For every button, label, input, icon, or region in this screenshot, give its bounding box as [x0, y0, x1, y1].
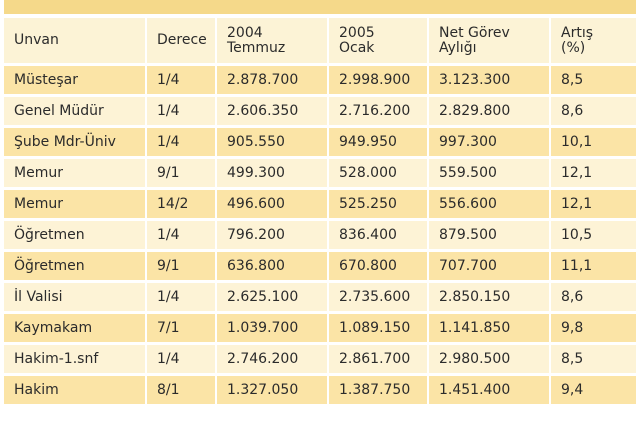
cell-derece: 9/1 [146, 157, 217, 190]
cell-unvan: Öğretmen [4, 219, 147, 252]
cell-artis: 8,6 [550, 281, 636, 314]
cell-unvan: Hakim [4, 374, 147, 407]
header-2005-ocak: 2005 Ocak [328, 18, 429, 66]
cell-2005-ocak: 670.800 [328, 250, 429, 283]
table-row: Kaymakam 7/1 1.039.700 1.089.150 1.141.8… [4, 312, 636, 345]
table-row: Hakim 8/1 1.327.050 1.387.750 1.451.400 … [4, 374, 636, 407]
cell-2005-ocak: 949.950 [328, 126, 429, 159]
cell-2004-temmuz: 1.327.050 [216, 374, 329, 407]
cell-2005-ocak: 528.000 [328, 157, 429, 190]
cell-unvan: Memur [4, 157, 147, 190]
cell-2004-temmuz: 636.800 [216, 250, 329, 283]
cell-2004-temmuz: 499.300 [216, 157, 329, 190]
cell-artis: 12,1 [550, 188, 636, 221]
cell-artis: 11,1 [550, 250, 636, 283]
cell-2005-ocak: 1.387.750 [328, 374, 429, 407]
cell-2004-temmuz: 2.878.700 [216, 64, 329, 97]
cell-derece: 1/4 [146, 343, 217, 376]
cell-artis: 10,5 [550, 219, 636, 252]
cell-net-gorev-ayligi: 879.500 [428, 219, 551, 252]
cell-2004-temmuz: 2.625.100 [216, 281, 329, 314]
header-unvan: Unvan [4, 18, 147, 66]
table-row: Genel Müdür 1/4 2.606.350 2.716.200 2.82… [4, 95, 636, 128]
cell-net-gorev-ayligi: 2.850.150 [428, 281, 551, 314]
cell-unvan: Müsteşar [4, 64, 147, 97]
cell-2005-ocak: 525.250 [328, 188, 429, 221]
cell-net-gorev-ayligi: 2.829.800 [428, 95, 551, 128]
cell-2005-ocak: 1.089.150 [328, 312, 429, 345]
table-row: Öğretmen 9/1 636.800 670.800 707.700 11,… [4, 250, 636, 283]
table-row: İl Valisi 1/4 2.625.100 2.735.600 2.850.… [4, 281, 636, 314]
cell-unvan: Öğretmen [4, 250, 147, 283]
cell-2005-ocak: 2.998.900 [328, 64, 429, 97]
cell-derece: 1/4 [146, 95, 217, 128]
cell-derece: 7/1 [146, 312, 217, 345]
header-2004-temmuz: 2004 Temmuz [216, 18, 329, 66]
header-net-gorev-ayligi: Net Görev Aylığı [428, 18, 551, 66]
cell-2004-temmuz: 2.746.200 [216, 343, 329, 376]
cell-artis: 10,1 [550, 126, 636, 159]
cell-2004-temmuz: 796.200 [216, 219, 329, 252]
cell-artis: 8,6 [550, 95, 636, 128]
table-row: Hakim-1.snf 1/4 2.746.200 2.861.700 2.98… [4, 343, 636, 376]
cell-2005-ocak: 2.861.700 [328, 343, 429, 376]
cell-unvan: İl Valisi [4, 281, 147, 314]
cell-artis: 8,5 [550, 343, 636, 376]
cell-derece: 14/2 [146, 188, 217, 221]
table-row: Memur 14/2 496.600 525.250 556.600 12,1 [4, 188, 636, 221]
header-artis: Artış (%) [550, 18, 636, 66]
table-row: Öğretmen 1/4 796.200 836.400 879.500 10,… [4, 219, 636, 252]
cell-derece: 1/4 [146, 219, 217, 252]
cell-derece: 9/1 [146, 250, 217, 283]
cell-2004-temmuz: 2.606.350 [216, 95, 329, 128]
cell-unvan: Kaymakam [4, 312, 147, 345]
cell-derece: 1/4 [146, 64, 217, 97]
cell-artis: 9,8 [550, 312, 636, 345]
cell-2004-temmuz: 496.600 [216, 188, 329, 221]
cell-artis: 9,4 [550, 374, 636, 407]
cell-artis: 8,5 [550, 64, 636, 97]
cell-artis: 12,1 [550, 157, 636, 190]
cell-unvan: Memur [4, 188, 147, 221]
cell-2004-temmuz: 1.039.700 [216, 312, 329, 345]
table-row: Müsteşar 1/4 2.878.700 2.998.900 3.123.3… [4, 64, 636, 97]
cell-2005-ocak: 2.735.600 [328, 281, 429, 314]
table-row: Şube Mdr-Üniv 1/4 905.550 949.950 997.30… [4, 126, 636, 159]
cell-2005-ocak: 836.400 [328, 219, 429, 252]
cell-net-gorev-ayligi: 2.980.500 [428, 343, 551, 376]
cell-unvan: Genel Müdür [4, 95, 147, 128]
cell-net-gorev-ayligi: 997.300 [428, 126, 551, 159]
cell-unvan: Hakim-1.snf [4, 343, 147, 376]
cell-2004-temmuz: 905.550 [216, 126, 329, 159]
cell-net-gorev-ayligi: 3.123.300 [428, 64, 551, 97]
cell-net-gorev-ayligi: 707.700 [428, 250, 551, 283]
cell-derece: 8/1 [146, 374, 217, 407]
cell-derece: 1/4 [146, 281, 217, 314]
salary-table: Unvan Derece 2004 Temmuz 2005 Ocak Net Gör… [4, 18, 636, 407]
cell-derece: 1/4 [146, 126, 217, 159]
top-accent-bar [4, 0, 636, 14]
cell-net-gorev-ayligi: 1.141.850 [428, 312, 551, 345]
table-header-row: Unvan Derece 2004 Temmuz 2005 Ocak Net Gör… [4, 18, 636, 66]
table-row: Memur 9/1 499.300 528.000 559.500 12,1 [4, 157, 636, 190]
cell-unvan: Şube Mdr-Üniv [4, 126, 147, 159]
cell-net-gorev-ayligi: 556.600 [428, 188, 551, 221]
cell-2005-ocak: 2.716.200 [328, 95, 429, 128]
cell-net-gorev-ayligi: 559.500 [428, 157, 551, 190]
header-derece: Derece [146, 18, 217, 66]
cell-net-gorev-ayligi: 1.451.400 [428, 374, 551, 407]
